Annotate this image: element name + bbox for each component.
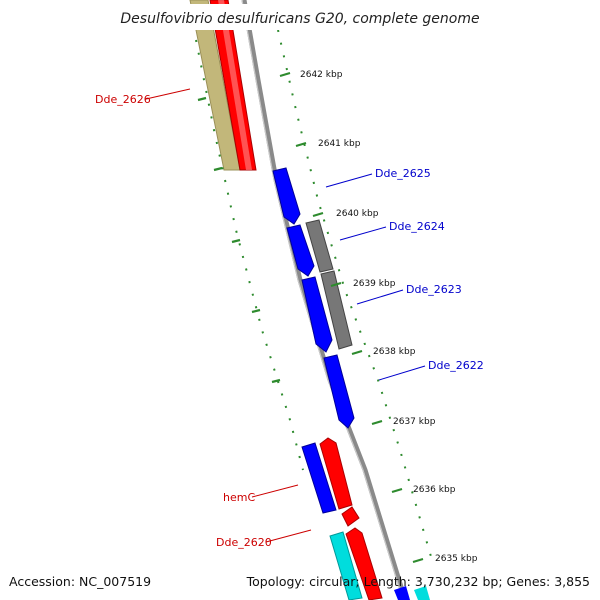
gene-label-dde-2620[interactable]: Dde_2620	[216, 536, 272, 549]
gene-hemc[interactable]	[301, 442, 337, 514]
kbp-tick-label: 2641 kbp	[318, 139, 361, 149]
topology-label: Topology: circular; Length: 3,730,232 bp…	[246, 574, 590, 589]
gene-label-dde-2625[interactable]: Dde_2625	[375, 167, 431, 180]
gene-dde-2620-rna[interactable]	[329, 531, 363, 600]
gene-dde-2623[interactable]	[301, 276, 333, 353]
feature-bottom-blue	[394, 586, 410, 600]
feature-gray-2	[320, 270, 353, 350]
genome-backbone-highlight	[241, 0, 404, 600]
gene-label-dde-2622[interactable]: Dde_2622	[428, 359, 484, 372]
gene-dde-2624[interactable]	[286, 224, 315, 277]
gene-dde-2625[interactable]	[272, 167, 301, 225]
kbp-tick-label: 2640 kbp	[336, 209, 379, 219]
kbp-tick-label: 2637 kbp	[393, 417, 436, 427]
kbp-tick-label: 2639 kbp	[353, 279, 396, 289]
feature-gray-1	[305, 219, 334, 273]
label-leaders	[145, 88, 426, 543]
map-title: Desulfovibrio desulfuricans G20, complet…	[120, 11, 479, 27]
gene-hemc-forward[interactable]	[319, 437, 353, 510]
kbp-tick-label: 2635 kbp	[435, 554, 478, 564]
gene-dde-2620[interactable]	[345, 527, 383, 600]
feature-bottom-cyan	[414, 586, 430, 600]
kbp-tick-label: 2636 kbp	[413, 485, 456, 495]
gene-dde-2622[interactable]	[323, 354, 355, 429]
genome-backbone	[241, 0, 408, 600]
gene-label-hemc[interactable]: hemC	[223, 491, 255, 504]
title-background	[118, 4, 484, 30]
gene-dde-2626-shade	[218, 0, 252, 170]
major-ticks	[197, 71, 424, 564]
gene-label-dde-2623[interactable]: Dde_2623	[406, 283, 462, 296]
accession-label: Accession: NC_007519	[9, 574, 151, 589]
kbp-tick-label: 2638 kbp	[373, 347, 416, 357]
kbp-tick-label: 2642 kbp	[300, 70, 343, 80]
gene-label-dde-2624[interactable]: Dde_2624	[389, 220, 445, 233]
gene-label-dde-2626[interactable]: Dde_2626	[95, 93, 151, 106]
gene-small-red[interactable]	[341, 506, 360, 527]
